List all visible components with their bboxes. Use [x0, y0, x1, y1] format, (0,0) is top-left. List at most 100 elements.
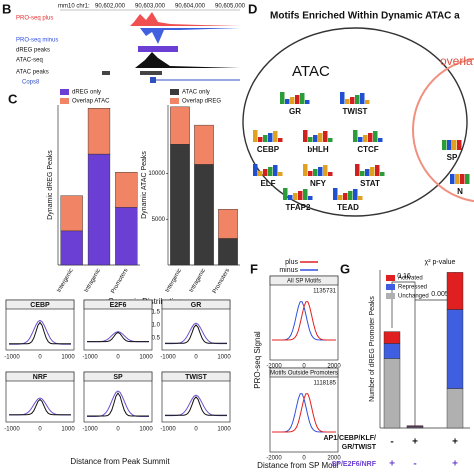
x-tick-label: 1000: [217, 355, 231, 361]
logo-letter: [380, 172, 385, 176]
logo-letter: [253, 130, 258, 142]
count: 1135731: [313, 289, 337, 295]
panel-label: D: [248, 1, 257, 16]
logo-letter: [263, 135, 268, 142]
pvalue-title: χ² p-value: [425, 259, 456, 266]
x-tick-label: 0: [302, 364, 306, 370]
x-tick-label: -2000: [266, 456, 282, 462]
x-tick-label: Promoters: [212, 268, 231, 295]
sign: +: [452, 459, 458, 470]
logo-letter: [358, 137, 363, 142]
x-tick-label: Intergenic: [56, 268, 74, 294]
y-axis-label: PRO-seq Signal: [253, 331, 262, 389]
y-tick-label: 1.5: [152, 310, 161, 316]
peak: [102, 71, 110, 75]
sign: -: [413, 459, 416, 470]
subplot-title: TWIST: [185, 374, 207, 381]
logo-letter: [298, 191, 303, 200]
track-label: ATAC-seq: [16, 58, 43, 64]
trace: [60, 52, 240, 68]
x-tick-label: 0: [38, 427, 42, 433]
trace: [87, 331, 149, 343]
venn-atac: [242, 27, 468, 217]
coord: 90,602,000: [95, 4, 126, 10]
trace: [9, 398, 71, 416]
motif-label: STAT: [360, 179, 380, 188]
logo-letter: [273, 131, 278, 142]
logo-letter: [253, 164, 258, 176]
logo-letter: [365, 169, 370, 176]
x-tick-label: 0: [116, 427, 120, 433]
logo-letter: [333, 188, 338, 200]
legend-label: plus: [285, 259, 298, 266]
coord: 90,603,000: [135, 4, 166, 10]
legend-swatch: [170, 89, 179, 95]
logo-letter: [268, 133, 273, 142]
trace: [60, 12, 240, 26]
x-axis-label: Distance from SP Motif: [257, 461, 339, 470]
x-tick-label: 2000: [327, 456, 341, 462]
motif-label: GR: [289, 107, 301, 116]
legend-swatch: [60, 98, 69, 104]
logo-letter: [308, 196, 313, 200]
logo-letter: [308, 137, 313, 142]
logo-letter: [363, 135, 368, 142]
bar-segment: [383, 358, 401, 429]
legend-swatch: [386, 293, 395, 299]
track-label: ATAC peaks: [16, 70, 49, 76]
logo-letter: [323, 165, 328, 176]
logo-letter: [365, 100, 370, 104]
logo-letter: [370, 167, 375, 176]
logo-letter: [368, 133, 373, 142]
logo-letter: [455, 174, 460, 184]
logo-letter: [465, 174, 470, 184]
logo-letter: [318, 167, 323, 176]
track-label: PRO-seq plus: [16, 16, 53, 22]
logo-letter: [318, 133, 323, 142]
set-label: ATAC: [292, 63, 330, 80]
subplot-header: [161, 299, 231, 310]
row-label: SP/E2F6/NRF: [332, 461, 377, 468]
x-tick-label: -1000: [4, 355, 20, 361]
bracket: [391, 281, 416, 426]
trace: [272, 301, 336, 341]
logo-letter: [278, 138, 283, 142]
logo-letter: [313, 169, 318, 176]
legend-swatch: [386, 275, 395, 281]
logo-letter: [278, 172, 283, 176]
bar-segment: [383, 343, 401, 359]
logo-letter: [273, 165, 278, 176]
x-tick-label: 0: [302, 456, 306, 462]
subplot-title: NRF: [33, 374, 48, 381]
sign: +: [452, 437, 458, 448]
logo-letter: [313, 135, 318, 142]
bar-segment: [218, 238, 238, 266]
trace: [165, 324, 227, 344]
trace: [87, 390, 149, 417]
trace: [165, 396, 227, 416]
logo-letter: [323, 131, 328, 142]
subplot-title: CEBP: [30, 302, 50, 309]
track-label: dREG peaks: [16, 48, 50, 54]
legend-label: dREG only: [72, 90, 101, 96]
bar-segment: [115, 207, 138, 266]
bar-segment: [446, 272, 464, 310]
x-tick-label: 1000: [61, 427, 75, 433]
motif-label: SP: [447, 153, 458, 162]
x-tick-label: 1000: [139, 355, 153, 361]
trace: [272, 393, 336, 433]
y-tick-label: 1.0: [152, 323, 161, 329]
subplot-header: [161, 371, 231, 382]
pvalue: 0.16: [397, 273, 411, 280]
logo-letter: [258, 137, 263, 142]
bar-segment: [115, 171, 138, 208]
x-tick-label: -2000: [266, 364, 282, 370]
logo-letter: [373, 131, 378, 142]
x-tick-label: 1000: [139, 427, 153, 433]
x-tick-label: 0: [194, 427, 198, 433]
logo-letter: [328, 138, 333, 142]
trace: [165, 322, 227, 345]
subplot-title: SP: [113, 374, 123, 381]
logo-letter: [280, 92, 285, 104]
